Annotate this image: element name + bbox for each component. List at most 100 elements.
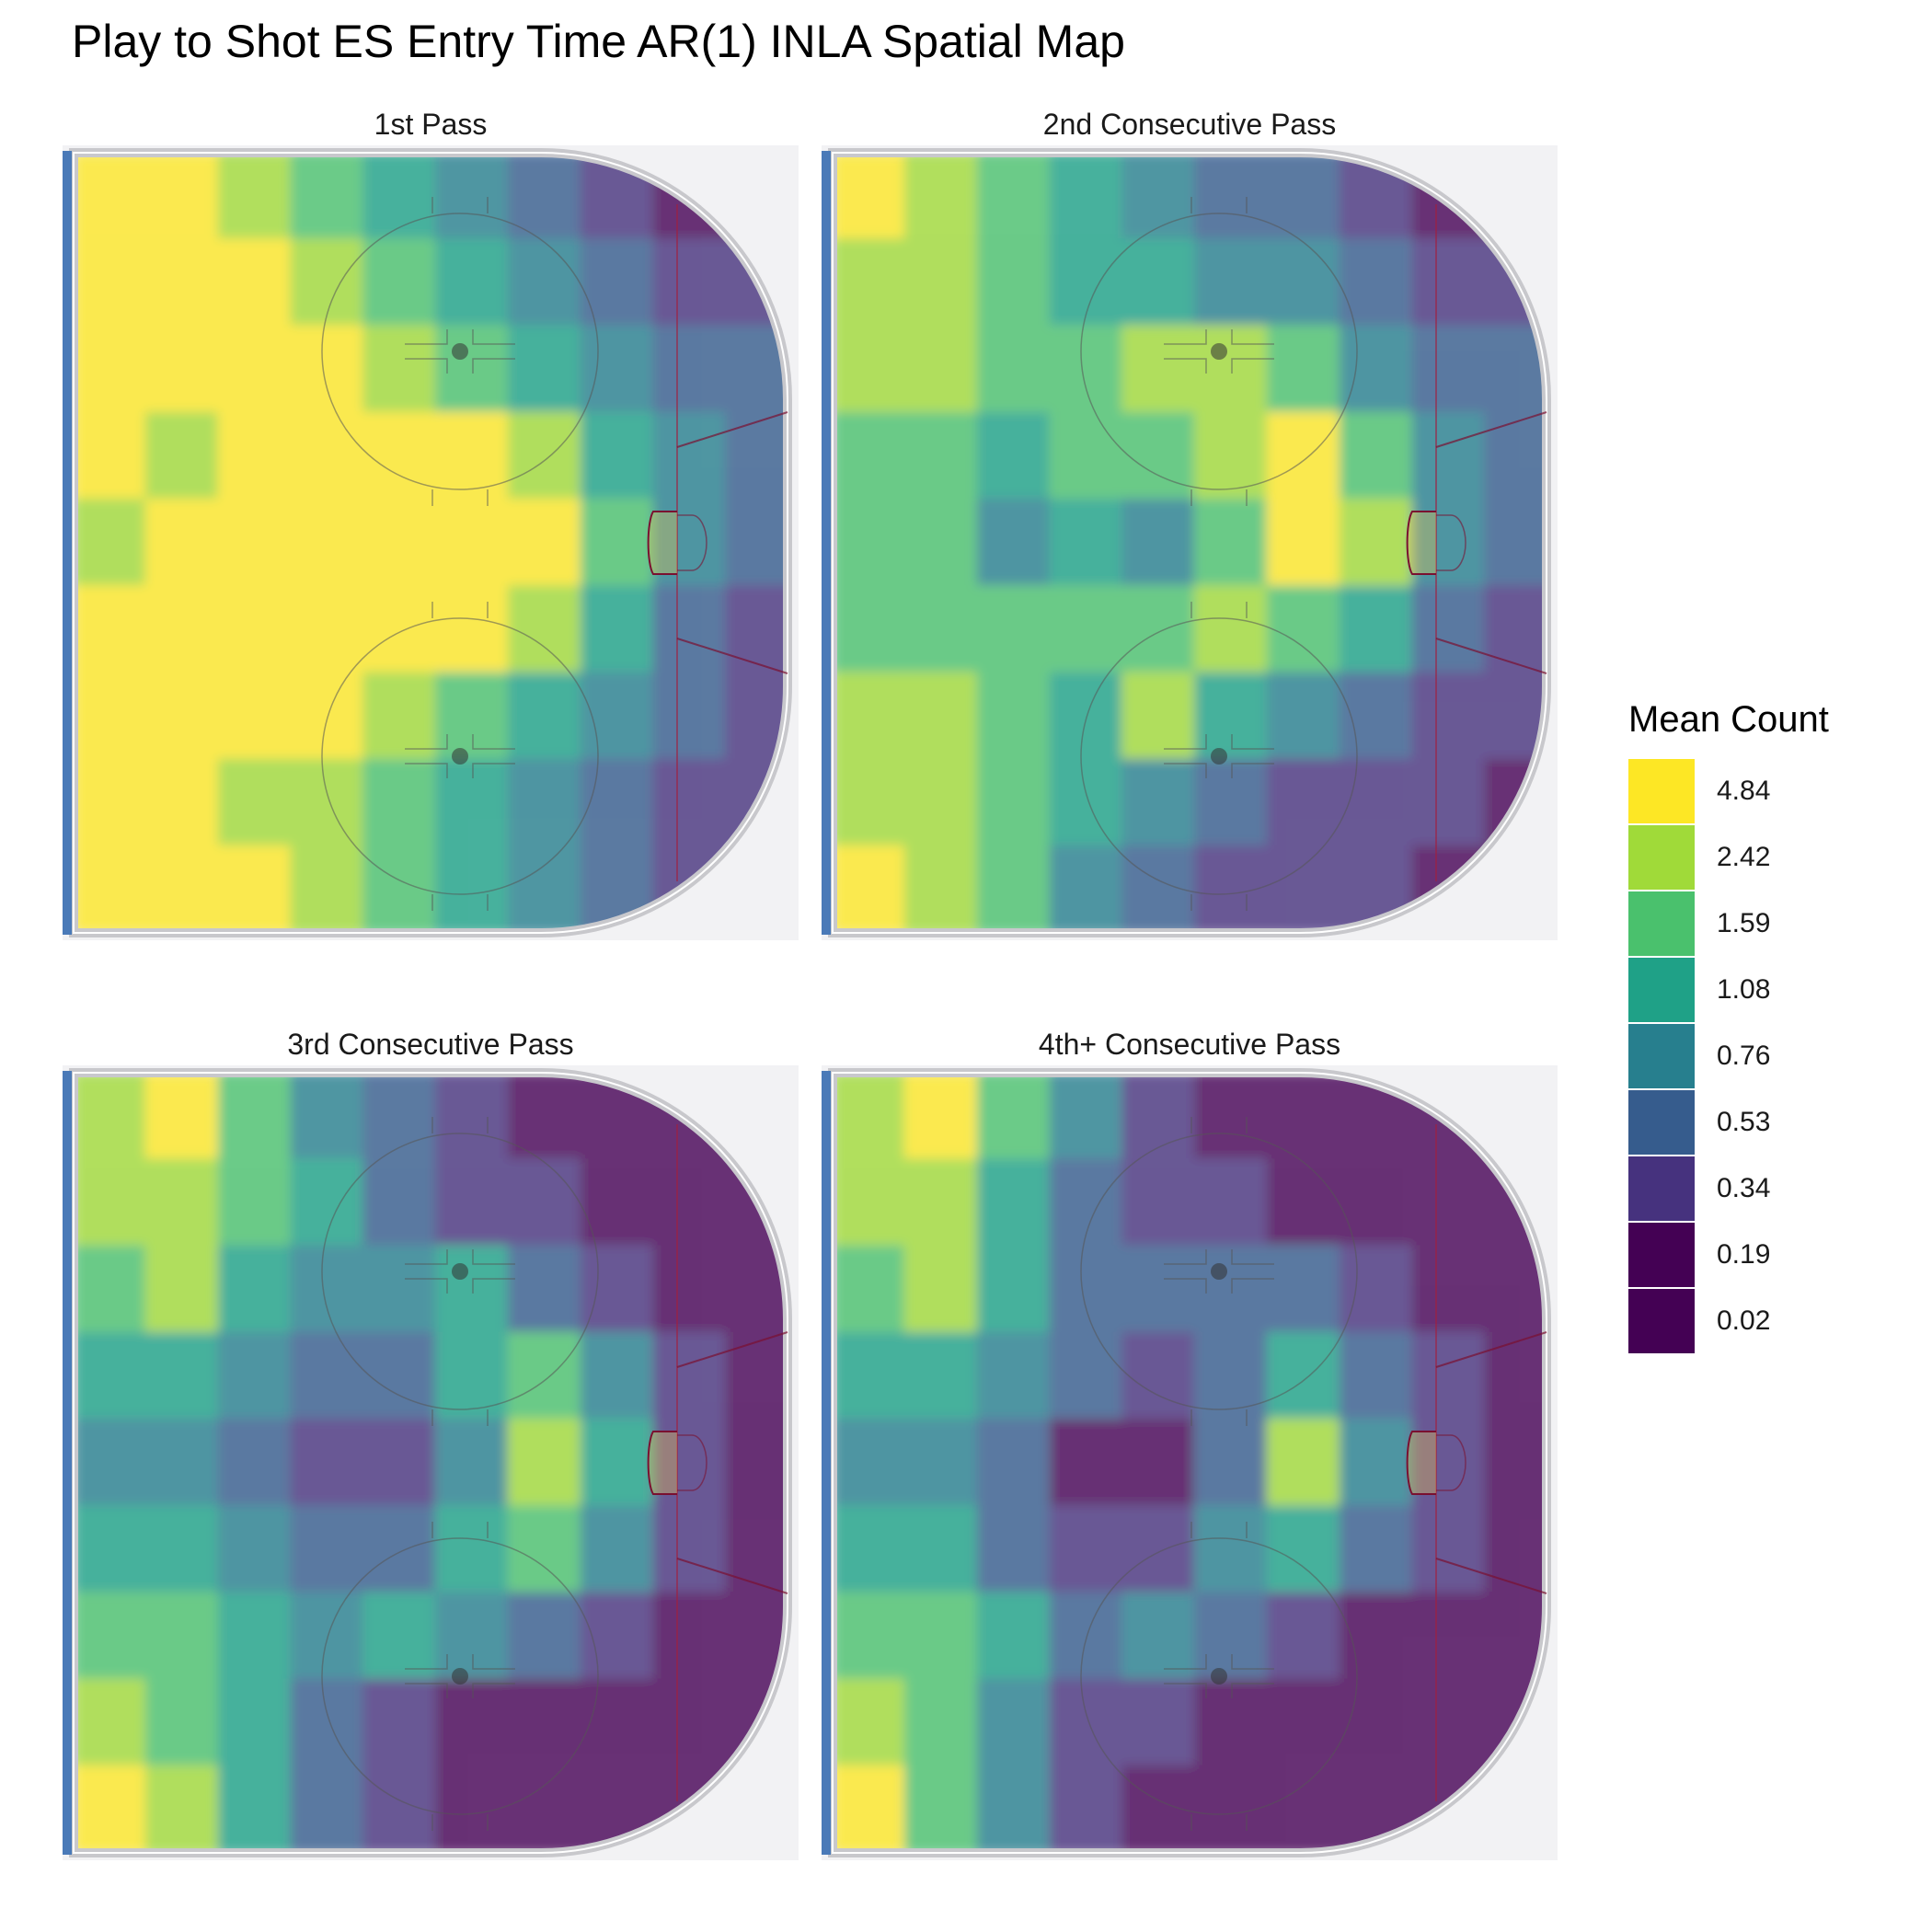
legend-swatch bbox=[1628, 1024, 1695, 1088]
heatmap-cell bbox=[903, 1592, 979, 1681]
heatmap-cell bbox=[833, 1073, 906, 1161]
heatmap-cell bbox=[1121, 1158, 1196, 1248]
heatmap-cell bbox=[217, 153, 293, 241]
heatmap-cell bbox=[652, 1592, 728, 1681]
goal-net bbox=[1436, 1434, 1466, 1491]
heatmap-cell bbox=[144, 325, 220, 414]
heatmap-cell bbox=[507, 1678, 582, 1767]
heatmap-cell bbox=[1121, 1073, 1196, 1161]
heatmap-cell bbox=[362, 585, 437, 674]
heatmap-cell bbox=[903, 1765, 979, 1853]
heatmap-cell bbox=[903, 238, 979, 328]
heatmap-cell bbox=[1049, 325, 1124, 414]
faceoff-dot bbox=[452, 343, 468, 360]
heatmap-cell bbox=[580, 1505, 655, 1594]
heatmap-cell bbox=[74, 1418, 147, 1508]
heatmap-cell bbox=[1411, 1592, 1487, 1681]
heatmap-cell bbox=[1121, 1418, 1196, 1508]
heatmap-cell bbox=[903, 1678, 979, 1767]
heatmap-cell bbox=[652, 1418, 728, 1508]
heatmap-cell bbox=[833, 585, 906, 674]
heatmap-cell bbox=[725, 1505, 788, 1594]
faceoff-hashmarks bbox=[405, 1522, 515, 1831]
heatmap-cell bbox=[1484, 1073, 1547, 1161]
faceoff-circle-bottom bbox=[321, 1537, 599, 1815]
heatmap-cell bbox=[1411, 325, 1487, 414]
heatmap-cell bbox=[74, 1245, 147, 1334]
heatmap-cell bbox=[217, 1505, 293, 1594]
heatmap-cell bbox=[1049, 1505, 1124, 1594]
heatmap-cell bbox=[1121, 758, 1196, 847]
heatmap-cell bbox=[290, 1073, 365, 1161]
heatmap-cell bbox=[652, 498, 728, 588]
heatmap-cell bbox=[290, 498, 365, 588]
legend-key: 4.84 bbox=[1628, 759, 1904, 825]
rink-markings bbox=[822, 148, 1551, 937]
heatmap-cell bbox=[1049, 1245, 1124, 1334]
heatmap-cell bbox=[833, 1158, 906, 1248]
heatmap-cell bbox=[1266, 1678, 1341, 1767]
heatmap-cell bbox=[1484, 1331, 1547, 1420]
heatmap-cell bbox=[580, 1678, 655, 1767]
legend-label: 2.42 bbox=[1717, 842, 1771, 872]
heatmap-cell bbox=[1339, 411, 1414, 500]
faceoff-dot bbox=[452, 1668, 468, 1685]
legend-label: 0.34 bbox=[1717, 1173, 1771, 1203]
legend-label: 0.02 bbox=[1717, 1305, 1771, 1336]
heatmap-cell bbox=[1194, 845, 1269, 933]
heatmap-cell bbox=[725, 845, 788, 933]
heatmap-cell bbox=[1411, 758, 1487, 847]
heatmap-cell bbox=[903, 1331, 979, 1420]
heatmap-cell bbox=[507, 1505, 582, 1594]
heatmap-cell bbox=[580, 411, 655, 500]
heatmap-cell bbox=[833, 1245, 906, 1334]
heatmap-cell bbox=[903, 1505, 979, 1594]
heatmap-cell bbox=[1121, 1678, 1196, 1767]
heatmap-cell bbox=[1411, 1505, 1487, 1594]
heatmap-cell bbox=[144, 498, 220, 588]
goal-crease bbox=[1406, 511, 1436, 575]
heatmap-cell bbox=[507, 758, 582, 847]
heatmap-cell bbox=[1339, 325, 1414, 414]
faceoff-dot bbox=[1211, 1668, 1227, 1685]
heatmap-cell bbox=[507, 1331, 582, 1420]
heatmap-cell bbox=[1194, 498, 1269, 588]
heatmap-cell bbox=[144, 411, 220, 500]
heatmap-cell bbox=[580, 585, 655, 674]
heatmap-cell bbox=[435, 1505, 510, 1594]
heatmap-cell bbox=[217, 1073, 293, 1161]
heatmap-layer bbox=[833, 1073, 1547, 1853]
heatmap-cell bbox=[217, 758, 293, 847]
heatmap-cell bbox=[1266, 1245, 1341, 1334]
heatmap-cell bbox=[903, 1245, 979, 1334]
facet-label-4: 4th+ Consecutive Pass bbox=[1038, 1028, 1341, 1061]
heatmap-layer bbox=[833, 153, 1547, 933]
heatmap-cell bbox=[217, 845, 293, 933]
heatmap-cell bbox=[362, 758, 437, 847]
heatmap-cell bbox=[903, 845, 979, 933]
heatmap-cell bbox=[1266, 411, 1341, 500]
legend-title: Mean Count bbox=[1628, 699, 1829, 740]
hash-lines bbox=[1435, 1331, 1547, 1594]
heatmap-cell bbox=[435, 498, 510, 588]
heatmap-cell bbox=[652, 585, 728, 674]
heatmap-cell bbox=[362, 238, 437, 328]
heatmap-cell bbox=[217, 1765, 293, 1853]
legend-swatch bbox=[1628, 1223, 1695, 1287]
heatmap-cell bbox=[1049, 1331, 1124, 1420]
heatmap-cell bbox=[144, 1505, 220, 1594]
heatmap-cell bbox=[1484, 1505, 1547, 1594]
heatmap-cell bbox=[144, 238, 220, 328]
faceoff-circle-bottom bbox=[1080, 1537, 1358, 1815]
faceoff-dot bbox=[1211, 748, 1227, 765]
facet-panel-1: 1st Pass bbox=[63, 103, 799, 940]
faceoff-dot bbox=[1211, 343, 1227, 360]
heatmap-cell bbox=[1049, 1073, 1124, 1161]
heatmap-cell bbox=[580, 325, 655, 414]
legend-key: 0.76 bbox=[1628, 1024, 1904, 1090]
heatmap-cell bbox=[290, 758, 365, 847]
facet-label-1: 1st Pass bbox=[374, 108, 488, 141]
heatmap-cell bbox=[74, 498, 147, 588]
faceoff-hashmarks bbox=[405, 602, 515, 911]
heatmap-cell bbox=[1411, 585, 1487, 674]
